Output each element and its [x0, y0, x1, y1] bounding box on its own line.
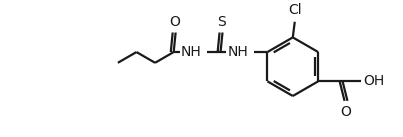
Text: S: S [217, 15, 226, 29]
Text: NH: NH [180, 45, 201, 59]
Text: Cl: Cl [288, 3, 301, 17]
Text: O: O [169, 15, 180, 29]
Text: NH: NH [227, 45, 248, 59]
Text: O: O [340, 105, 351, 119]
Text: OH: OH [363, 74, 384, 88]
